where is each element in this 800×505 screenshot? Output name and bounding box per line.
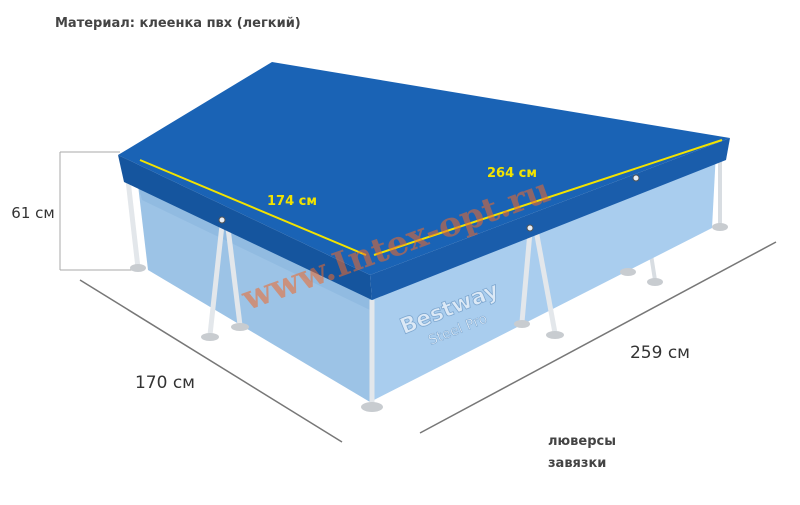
height-label: 61 см — [11, 204, 54, 222]
legs-front — [125, 179, 558, 405]
pool-width-label: 170 см — [135, 373, 195, 393]
pool-wall-left — [138, 185, 370, 402]
length-line — [419, 241, 777, 434]
width-line — [79, 279, 343, 443]
feature: люверсы — [548, 434, 616, 449]
height-dimension — [59, 151, 135, 271]
cover-skirt-right — [370, 138, 730, 300]
cover-skirt-left — [118, 155, 372, 300]
cover-top — [118, 62, 730, 275]
feature: завязки — [548, 456, 606, 471]
grommets — [218, 174, 640, 232]
cover-width-label: 174 см — [267, 194, 317, 209]
pool-length-label: 259 см — [630, 343, 690, 363]
material-title: Материал: клеенка пвх (легкий) — [55, 16, 301, 31]
cover-width-line — [139, 159, 367, 256]
feet — [130, 223, 728, 412]
cover-length-label: 264 см — [487, 166, 537, 181]
cover-length-line — [373, 139, 723, 256]
